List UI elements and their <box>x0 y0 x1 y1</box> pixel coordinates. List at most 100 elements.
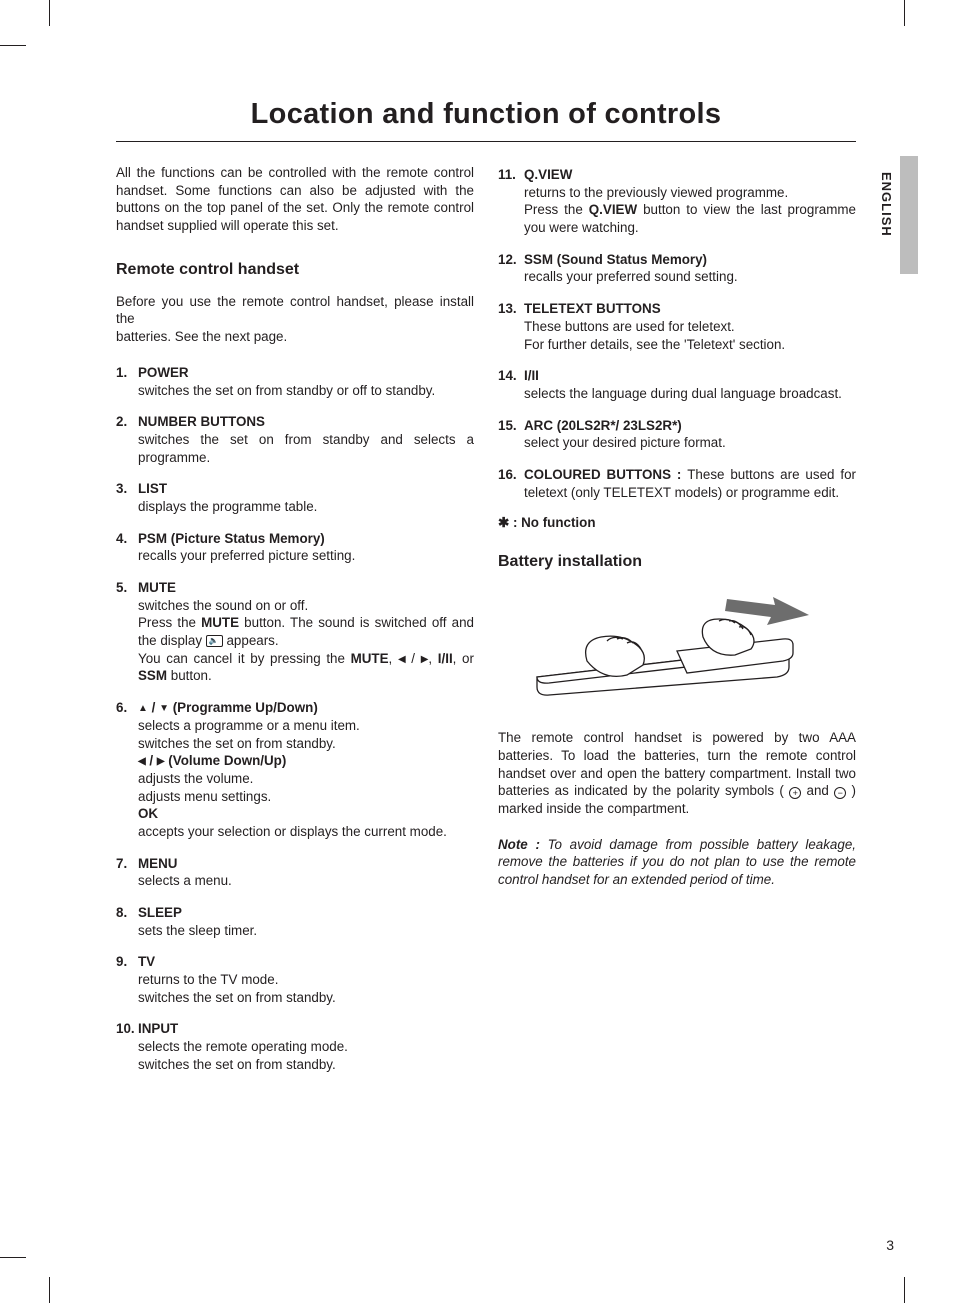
column-right: 11. Q.VIEW returns to the previously vie… <box>498 164 856 1088</box>
install-note-line1: Before you use the remote control handse… <box>116 293 474 328</box>
list-item: 2. NUMBER BUTTONSswitches the set on fro… <box>116 413 474 466</box>
item-desc-line: switches the set on from standby or off … <box>138 382 474 400</box>
item-number: 3. <box>116 480 138 515</box>
triangle-right-icon: ▶ <box>421 653 429 666</box>
item-desc-line: switches the set on from standby. <box>138 989 474 1007</box>
crop-mark <box>49 1277 50 1303</box>
item-desc-line: returns to the TV mode. <box>138 971 474 989</box>
item-number: 4. <box>116 530 138 565</box>
page-title: Location and function of controls <box>116 98 856 131</box>
note-body: To avoid damage from possible battery le… <box>498 837 856 887</box>
section-heading-remote: Remote control handset <box>116 261 474 279</box>
item-body: INPUTselects the remote operating mode.s… <box>138 1020 474 1073</box>
mute-icon <box>206 635 223 647</box>
list-item: 6. ▲ / ▼ (Programme Up/Down) selects a p… <box>116 699 474 841</box>
item-body: LIST displays the programme table. <box>138 480 474 515</box>
item-desc-line: returns to the previously viewed program… <box>524 185 788 200</box>
item-desc-line: selects a menu. <box>138 872 474 890</box>
side-tab <box>900 156 918 274</box>
battery-paragraph: The remote control handset is powered by… <box>498 729 856 817</box>
item-number: 7. <box>116 855 138 890</box>
list-item: 15. ARC (20LS2R*/ 23LS2R*)select your de… <box>498 417 856 452</box>
install-note: Before you use the remote control handse… <box>116 293 474 346</box>
item-body: SSM (Sound Status Memory)recalls your pr… <box>524 251 856 286</box>
item-desc-line: recalls your preferred sound setting. <box>524 268 856 286</box>
columns: All the functions can be controlled with… <box>116 164 856 1088</box>
item-desc-line: You can cancel it by pressing the MUTE, … <box>138 650 474 685</box>
item-number: 2. <box>116 413 138 466</box>
item-title: ▲ / ▼ (Programme Up/Down) <box>138 700 318 715</box>
battery-illustration <box>527 589 827 709</box>
triangle-down-icon: ▼ <box>159 702 169 715</box>
item-desc-line: adjusts menu settings. <box>138 789 271 804</box>
note-label: Note : <box>498 837 548 852</box>
polarity-plus-icon: + <box>789 787 801 799</box>
page-number: 3 <box>886 1237 894 1253</box>
list-item: 1. POWER switches the set on from standby… <box>116 364 474 399</box>
item-body: MENUselects a menu. <box>138 855 474 890</box>
list-item: 12. SSM (Sound Status Memory)recalls you… <box>498 251 856 286</box>
list-item: 7. MENUselects a menu. <box>116 855 474 890</box>
crop-mark <box>0 45 26 46</box>
item-title: MUTE <box>138 580 176 595</box>
item-title: LIST <box>138 481 167 496</box>
triangle-up-icon: ▲ <box>138 702 148 715</box>
item-desc-line: selects the remote operating mode. <box>138 1038 474 1056</box>
intro-paragraph: All the functions can be controlled with… <box>116 164 474 235</box>
item-desc-line: For further details, see the 'Teletext' … <box>524 336 856 354</box>
item-title: POWER <box>138 365 189 380</box>
title-rule: Location and function of controls <box>116 98 856 142</box>
item-desc-line: switches the sound on or off. <box>138 598 308 613</box>
item-number: 13. <box>498 300 524 353</box>
item-desc-line: accepts your selection or displays the c… <box>138 824 447 839</box>
item-title: SLEEP <box>138 905 182 920</box>
item-number: 12. <box>498 251 524 286</box>
item-desc-line: recalls your preferred picture setting. <box>138 547 474 565</box>
item-title: Q.VIEW <box>524 167 572 182</box>
item-body: I/IIselects the language during dual lan… <box>524 367 856 402</box>
crop-mark <box>904 1277 905 1303</box>
item-number: 8. <box>116 904 138 939</box>
list-item: 8. SLEEPsets the sleep timer. <box>116 904 474 939</box>
item-desc-line: Press the Q.VIEW button to view the last… <box>524 201 856 236</box>
item-title: ARC (20LS2R*/ 23LS2R*) <box>524 418 682 433</box>
item-number: 5. <box>116 579 138 685</box>
item-number: 16. <box>498 466 524 501</box>
crop-mark <box>904 0 905 26</box>
item-desc-line: Press the MUTE button. The sound is swit… <box>138 615 474 648</box>
item-desc-line: adjusts the volume. <box>138 771 253 786</box>
item-subtitle: ◀ / ▶ (Volume Down/Up) <box>138 753 286 768</box>
item-title: MENU <box>138 856 177 871</box>
language-label: ENGLISH <box>879 172 894 237</box>
list-item: 5. MUTE switches the sound on or off. Pr… <box>116 579 474 685</box>
polarity-minus-icon: − <box>834 787 846 799</box>
list-item: 9. TVreturns to the TV mode.switches the… <box>116 953 474 1006</box>
install-note-line2: batteries. See the next page. <box>116 329 287 344</box>
crop-mark <box>49 0 50 26</box>
item-desc-line: switches the set on from standby. <box>138 1056 474 1074</box>
item-number: 1. <box>116 364 138 399</box>
item-body: ARC (20LS2R*/ 23LS2R*)select your desire… <box>524 417 856 452</box>
column-left: All the functions can be controlled with… <box>116 164 474 1088</box>
crop-mark <box>0 1257 26 1258</box>
item-number: 6. <box>116 699 138 841</box>
item-title: SSM (Sound Status Memory) <box>524 252 707 267</box>
item-body: Q.VIEW returns to the previously viewed … <box>524 166 856 237</box>
item-body: ▲ / ▼ (Programme Up/Down) selects a prog… <box>138 699 474 841</box>
item-number: 14. <box>498 367 524 402</box>
item-desc-line: selects the language during dual languag… <box>524 385 856 403</box>
item-desc-line: displays the programme table. <box>138 498 474 516</box>
item-desc-line: switches the set on from standby and sel… <box>138 431 474 466</box>
item-body: MUTE switches the sound on or off. Press… <box>138 579 474 685</box>
item-body: TV returns to the TV mode.switches the se… <box>138 953 474 1006</box>
triangle-right-icon: ▶ <box>157 755 165 768</box>
item-body: POWER switches the set on from standby or… <box>138 364 474 399</box>
list-item: 14. I/IIselects the language during dual… <box>498 367 856 402</box>
list-item: 11. Q.VIEW returns to the previously vie… <box>498 166 856 237</box>
item-title: PSM (Picture Status Memory) <box>138 531 325 546</box>
item-subtitle: OK <box>138 806 158 821</box>
list-item: 4. PSM (Picture Status Memory)recalls yo… <box>116 530 474 565</box>
item-desc-line: selects a programme or a menu item. <box>138 718 360 733</box>
no-function-note: ✱ : No function <box>498 515 856 531</box>
item-title: TV <box>138 954 155 969</box>
